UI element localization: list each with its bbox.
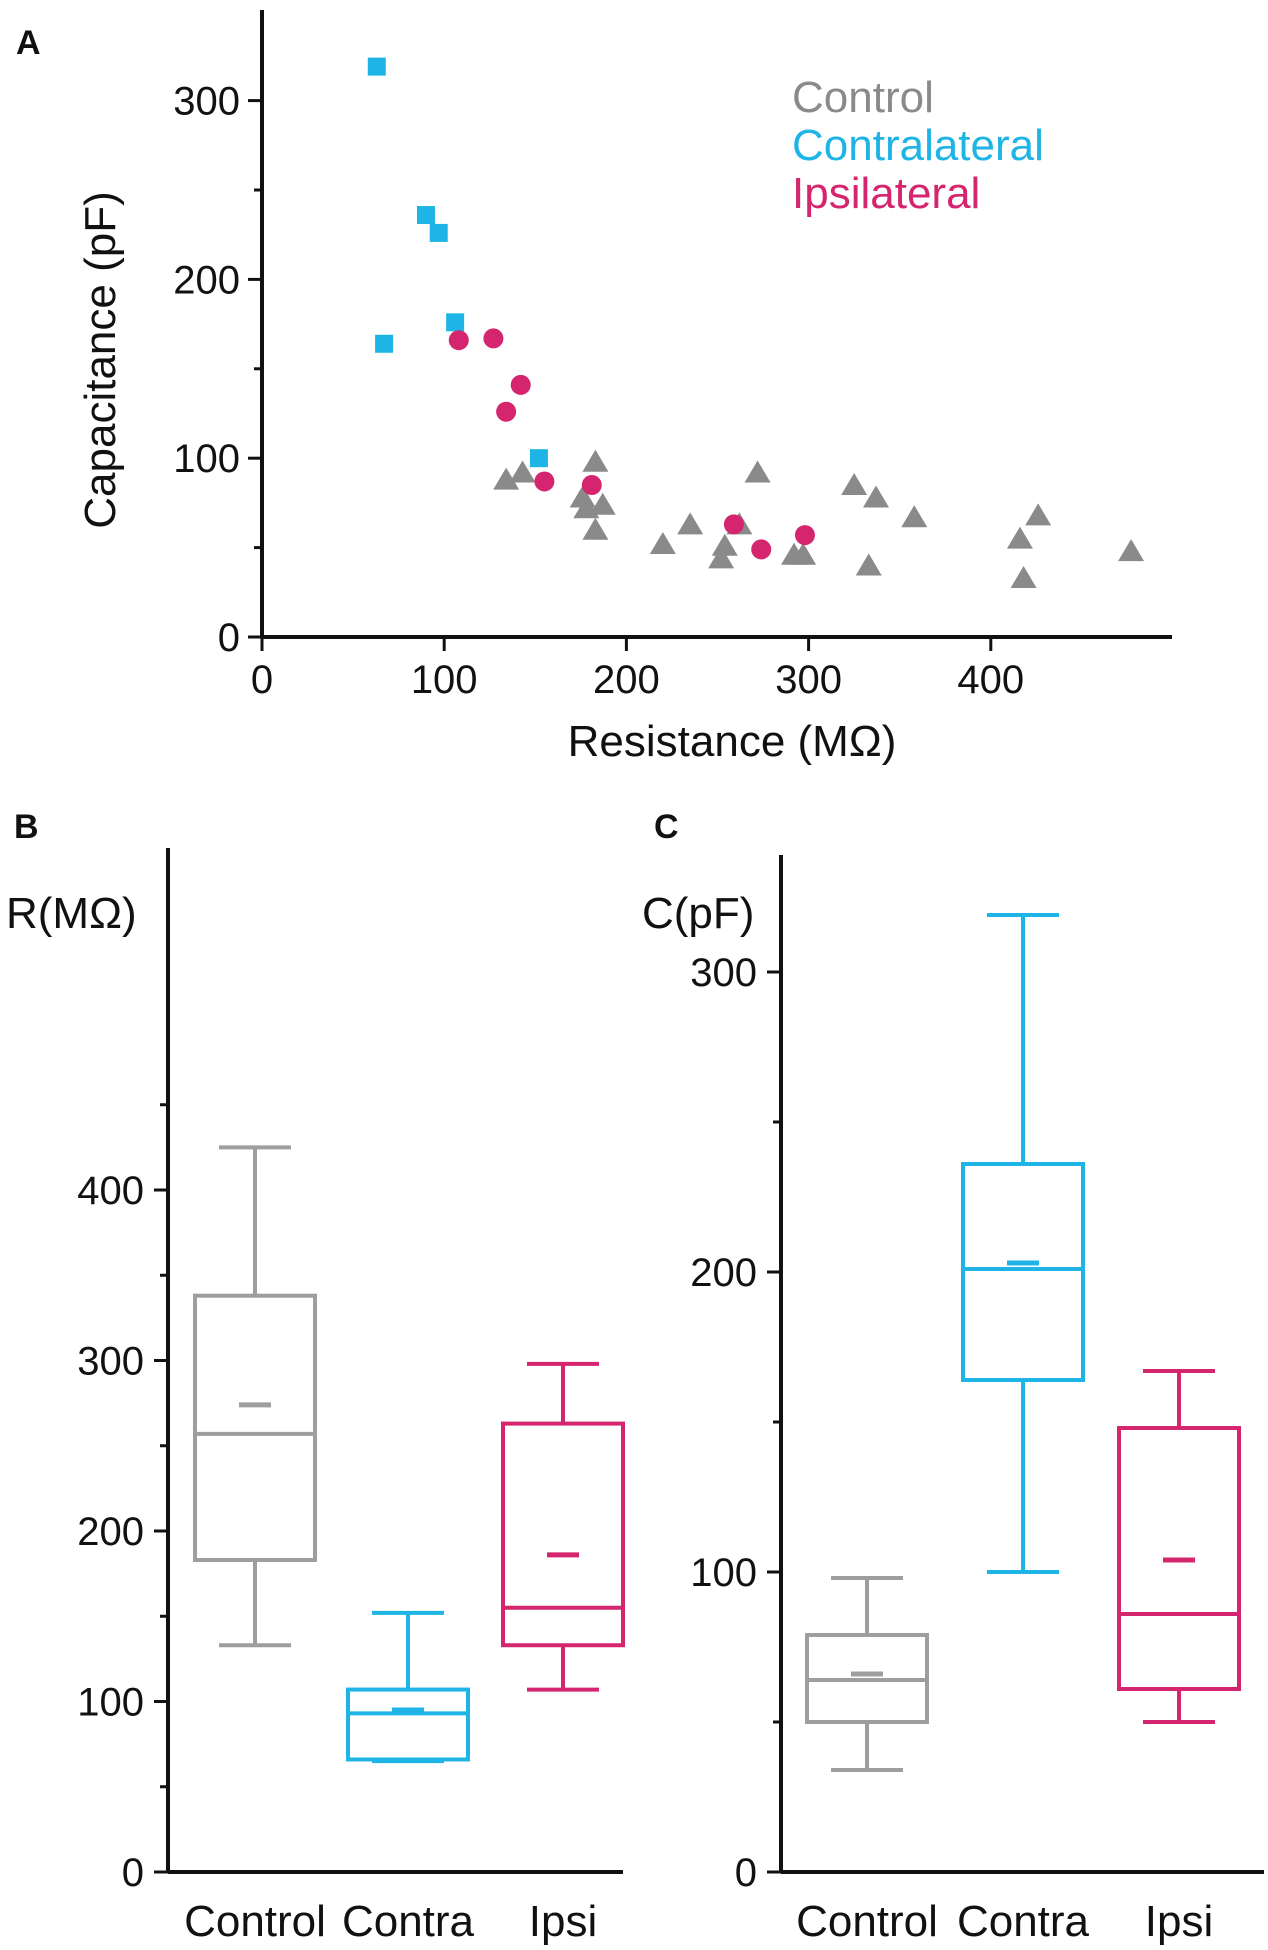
box-ipsi — [501, 1361, 625, 1692]
b-category-label: Contra — [342, 1897, 475, 1946]
b-y-axis-title: R(MΩ) — [6, 889, 137, 938]
b-category-label: Ipsi — [529, 1897, 597, 1946]
point-control — [649, 532, 676, 555]
point-control — [901, 505, 928, 528]
c-y-tick-label: 200 — [690, 1251, 757, 1295]
point-control — [493, 467, 520, 490]
point-control — [582, 449, 609, 472]
a-x-tick-label: 300 — [775, 658, 842, 702]
c-y-tick-label: 300 — [690, 951, 757, 995]
point-control — [708, 546, 735, 569]
box-control — [193, 1145, 317, 1648]
box-contra — [346, 1610, 470, 1764]
point-control — [1118, 539, 1145, 562]
a-y-axis-title: Capacitance (pF) — [76, 191, 125, 528]
point-ipsilateral — [496, 401, 517, 422]
box-ipsi — [1117, 1369, 1241, 1724]
c-y-tick-label: 0 — [735, 1851, 757, 1895]
point-contralateral — [529, 449, 548, 468]
panel-label-c: C — [654, 808, 679, 846]
point-control — [711, 533, 738, 556]
point-ipsilateral — [534, 471, 555, 492]
box-control — [805, 1576, 929, 1772]
point-contralateral — [367, 57, 386, 76]
point-control — [855, 553, 882, 576]
box-iqr — [501, 1421, 625, 1648]
point-ipsilateral — [448, 330, 469, 351]
a-y-tick-label: 100 — [173, 437, 240, 481]
point-ipsilateral — [723, 514, 744, 535]
panel-label-a: A — [16, 24, 41, 62]
point-control — [1010, 565, 1037, 588]
c-category-label: Contra — [957, 1897, 1090, 1946]
point-control — [1006, 526, 1033, 549]
box-iqr — [961, 1162, 1085, 1382]
point-ipsilateral — [581, 475, 602, 496]
c-category-label: Ipsi — [1145, 1897, 1213, 1946]
box-iqr — [193, 1293, 317, 1562]
a-x-tick-label: 200 — [593, 658, 660, 702]
legend-ipsilateral: Ipsilateral — [792, 169, 980, 218]
a-y-tick-label: 200 — [173, 258, 240, 302]
a-x-tick-label: 0 — [251, 658, 273, 702]
c-y-axis-title: C(pF) — [642, 889, 754, 938]
point-control — [582, 517, 609, 540]
box-iqr — [346, 1687, 470, 1762]
point-contralateral — [446, 313, 465, 332]
point-ipsilateral — [794, 525, 815, 546]
a-x-axis-title: Resistance (MΩ) — [568, 717, 897, 766]
b-y-tick-label: 300 — [77, 1340, 144, 1384]
point-control — [863, 485, 890, 508]
point-control — [841, 473, 868, 496]
point-control — [509, 460, 536, 483]
box-contra — [961, 913, 1085, 1574]
point-control — [1025, 503, 1052, 526]
point-control — [744, 460, 771, 483]
point-ipsilateral — [510, 374, 531, 395]
a-y-tick-label: 300 — [173, 80, 240, 124]
b-category-label: Control — [184, 1897, 326, 1946]
a-y-tick-label: 0 — [218, 616, 240, 660]
c-category-label: Control — [796, 1897, 938, 1946]
box-chart-b: 0 100 200 300 400 R(MΩ) Control Contra Ipsi — [6, 848, 625, 1946]
point-ipsilateral — [751, 539, 772, 560]
point-contralateral — [429, 223, 448, 242]
legend-control: Control — [792, 73, 934, 122]
point-contralateral — [375, 334, 394, 353]
point-control — [790, 542, 817, 565]
point-contralateral — [416, 206, 435, 225]
box-chart-c: 0 100 200 300 C(pF) Control Contra Ipsi — [642, 855, 1264, 1946]
point-control — [677, 512, 704, 535]
point-control — [589, 492, 616, 515]
b-y-tick-label: 400 — [77, 1169, 144, 1213]
b-y-tick-label: 100 — [77, 1681, 144, 1725]
a-x-tick-label: 100 — [411, 658, 478, 702]
legend: Control Contralateral Ipsilateral — [792, 73, 1044, 218]
a-x-tick-label: 400 — [957, 658, 1024, 702]
panel-label-b: B — [14, 808, 39, 846]
point-ipsilateral — [483, 328, 504, 349]
legend-contralateral: Contralateral — [792, 121, 1044, 170]
b-y-tick-label: 200 — [77, 1510, 144, 1554]
b-y-tick-label: 0 — [122, 1851, 144, 1895]
c-y-tick-label: 100 — [690, 1551, 757, 1595]
box-iqr — [1117, 1426, 1241, 1691]
